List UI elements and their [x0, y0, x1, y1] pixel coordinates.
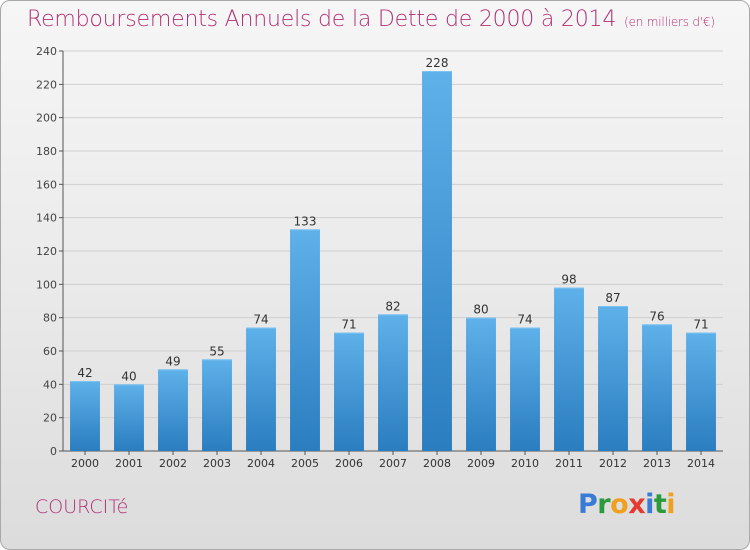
x-tick-label: 2006	[335, 457, 363, 470]
data-label: 133	[294, 214, 317, 228]
x-tick-label: 2011	[555, 457, 583, 470]
logo-letter: i	[645, 489, 654, 520]
logo-letter: x	[628, 489, 646, 520]
data-label: 82	[385, 299, 400, 313]
bar	[246, 327, 276, 451]
y-tick-label: 20	[43, 412, 57, 425]
y-tick-label: 100	[36, 278, 57, 291]
y-tick-label: 120	[36, 245, 57, 258]
data-label: 71	[341, 318, 356, 332]
proxiti-logo: Proxiti	[578, 489, 676, 520]
data-label: 49	[165, 354, 180, 368]
town-name: COURCITé	[35, 496, 129, 518]
x-tick-label: 2000	[71, 457, 99, 470]
bar	[642, 324, 672, 451]
data-label: 76	[649, 309, 664, 323]
y-tick-label: 220	[36, 78, 57, 91]
chart-subtitle: (en milliers d'€)	[624, 15, 715, 29]
y-tick-label: 60	[43, 345, 57, 358]
axes: 0 20 40 60 80 100 120 140 160 180 200 220 240 2000 200…	[36, 45, 723, 470]
data-label: 74	[253, 313, 268, 327]
y-tick-label: 40	[43, 378, 57, 391]
bar	[378, 314, 408, 451]
data-label: 228	[426, 56, 449, 70]
x-tick-label: 2012	[599, 457, 627, 470]
data-label: 55	[209, 344, 224, 358]
x-tick-label: 2014	[687, 457, 715, 470]
labels: 42 40 49 55 74 133 71 82 228 80 74 98 87 76 71	[77, 56, 708, 383]
bar	[466, 317, 496, 451]
logo-letter: P	[578, 489, 598, 520]
bar	[334, 332, 364, 451]
bar	[554, 287, 584, 451]
logo-letter: r	[597, 489, 611, 520]
x-tick-label: 2002	[159, 457, 187, 470]
bar	[422, 71, 452, 451]
bar	[202, 359, 232, 451]
data-label: 87	[605, 291, 620, 305]
data-label: 71	[693, 318, 708, 332]
data-label: 74	[517, 313, 532, 327]
bar	[510, 327, 540, 451]
y-tick-label: 160	[36, 178, 57, 191]
y-tick-label: 240	[36, 45, 57, 58]
title-text: Remboursements Annuels de la Dette de 20…	[27, 7, 617, 32]
bar	[686, 332, 716, 451]
x-tick-label: 2007	[379, 457, 407, 470]
data-label: 98	[561, 273, 576, 287]
x-tick-label: 2009	[467, 457, 495, 470]
y-tick-label: 200	[36, 112, 57, 125]
bars	[70, 71, 716, 451]
x-tick-label: 2004	[247, 457, 275, 470]
data-label: 40	[121, 369, 136, 383]
x-tick-label: 2001	[115, 457, 143, 470]
logo-letter: i	[666, 489, 676, 520]
bar	[158, 369, 188, 451]
y-tick-label: 0	[50, 445, 57, 458]
x-tick-label: 2008	[423, 457, 451, 470]
bar	[114, 384, 144, 451]
y-tick-label: 80	[43, 312, 57, 325]
y-tick-label: 140	[36, 212, 57, 225]
logo-letter: t	[653, 489, 667, 520]
logo-letter: o	[610, 489, 629, 520]
x-tick-label: 2003	[203, 457, 231, 470]
chart-title: Remboursements Annuels de la Dette de 20…	[27, 7, 715, 32]
x-tick-label: 2005	[291, 457, 319, 470]
data-label: 42	[77, 366, 92, 380]
x-tick-label: 2013	[643, 457, 671, 470]
bar	[290, 229, 320, 451]
bar	[70, 381, 100, 451]
bar	[598, 306, 628, 451]
data-label: 80	[473, 303, 488, 317]
x-tick-label: 2010	[511, 457, 539, 470]
y-tick-label: 180	[36, 145, 57, 158]
